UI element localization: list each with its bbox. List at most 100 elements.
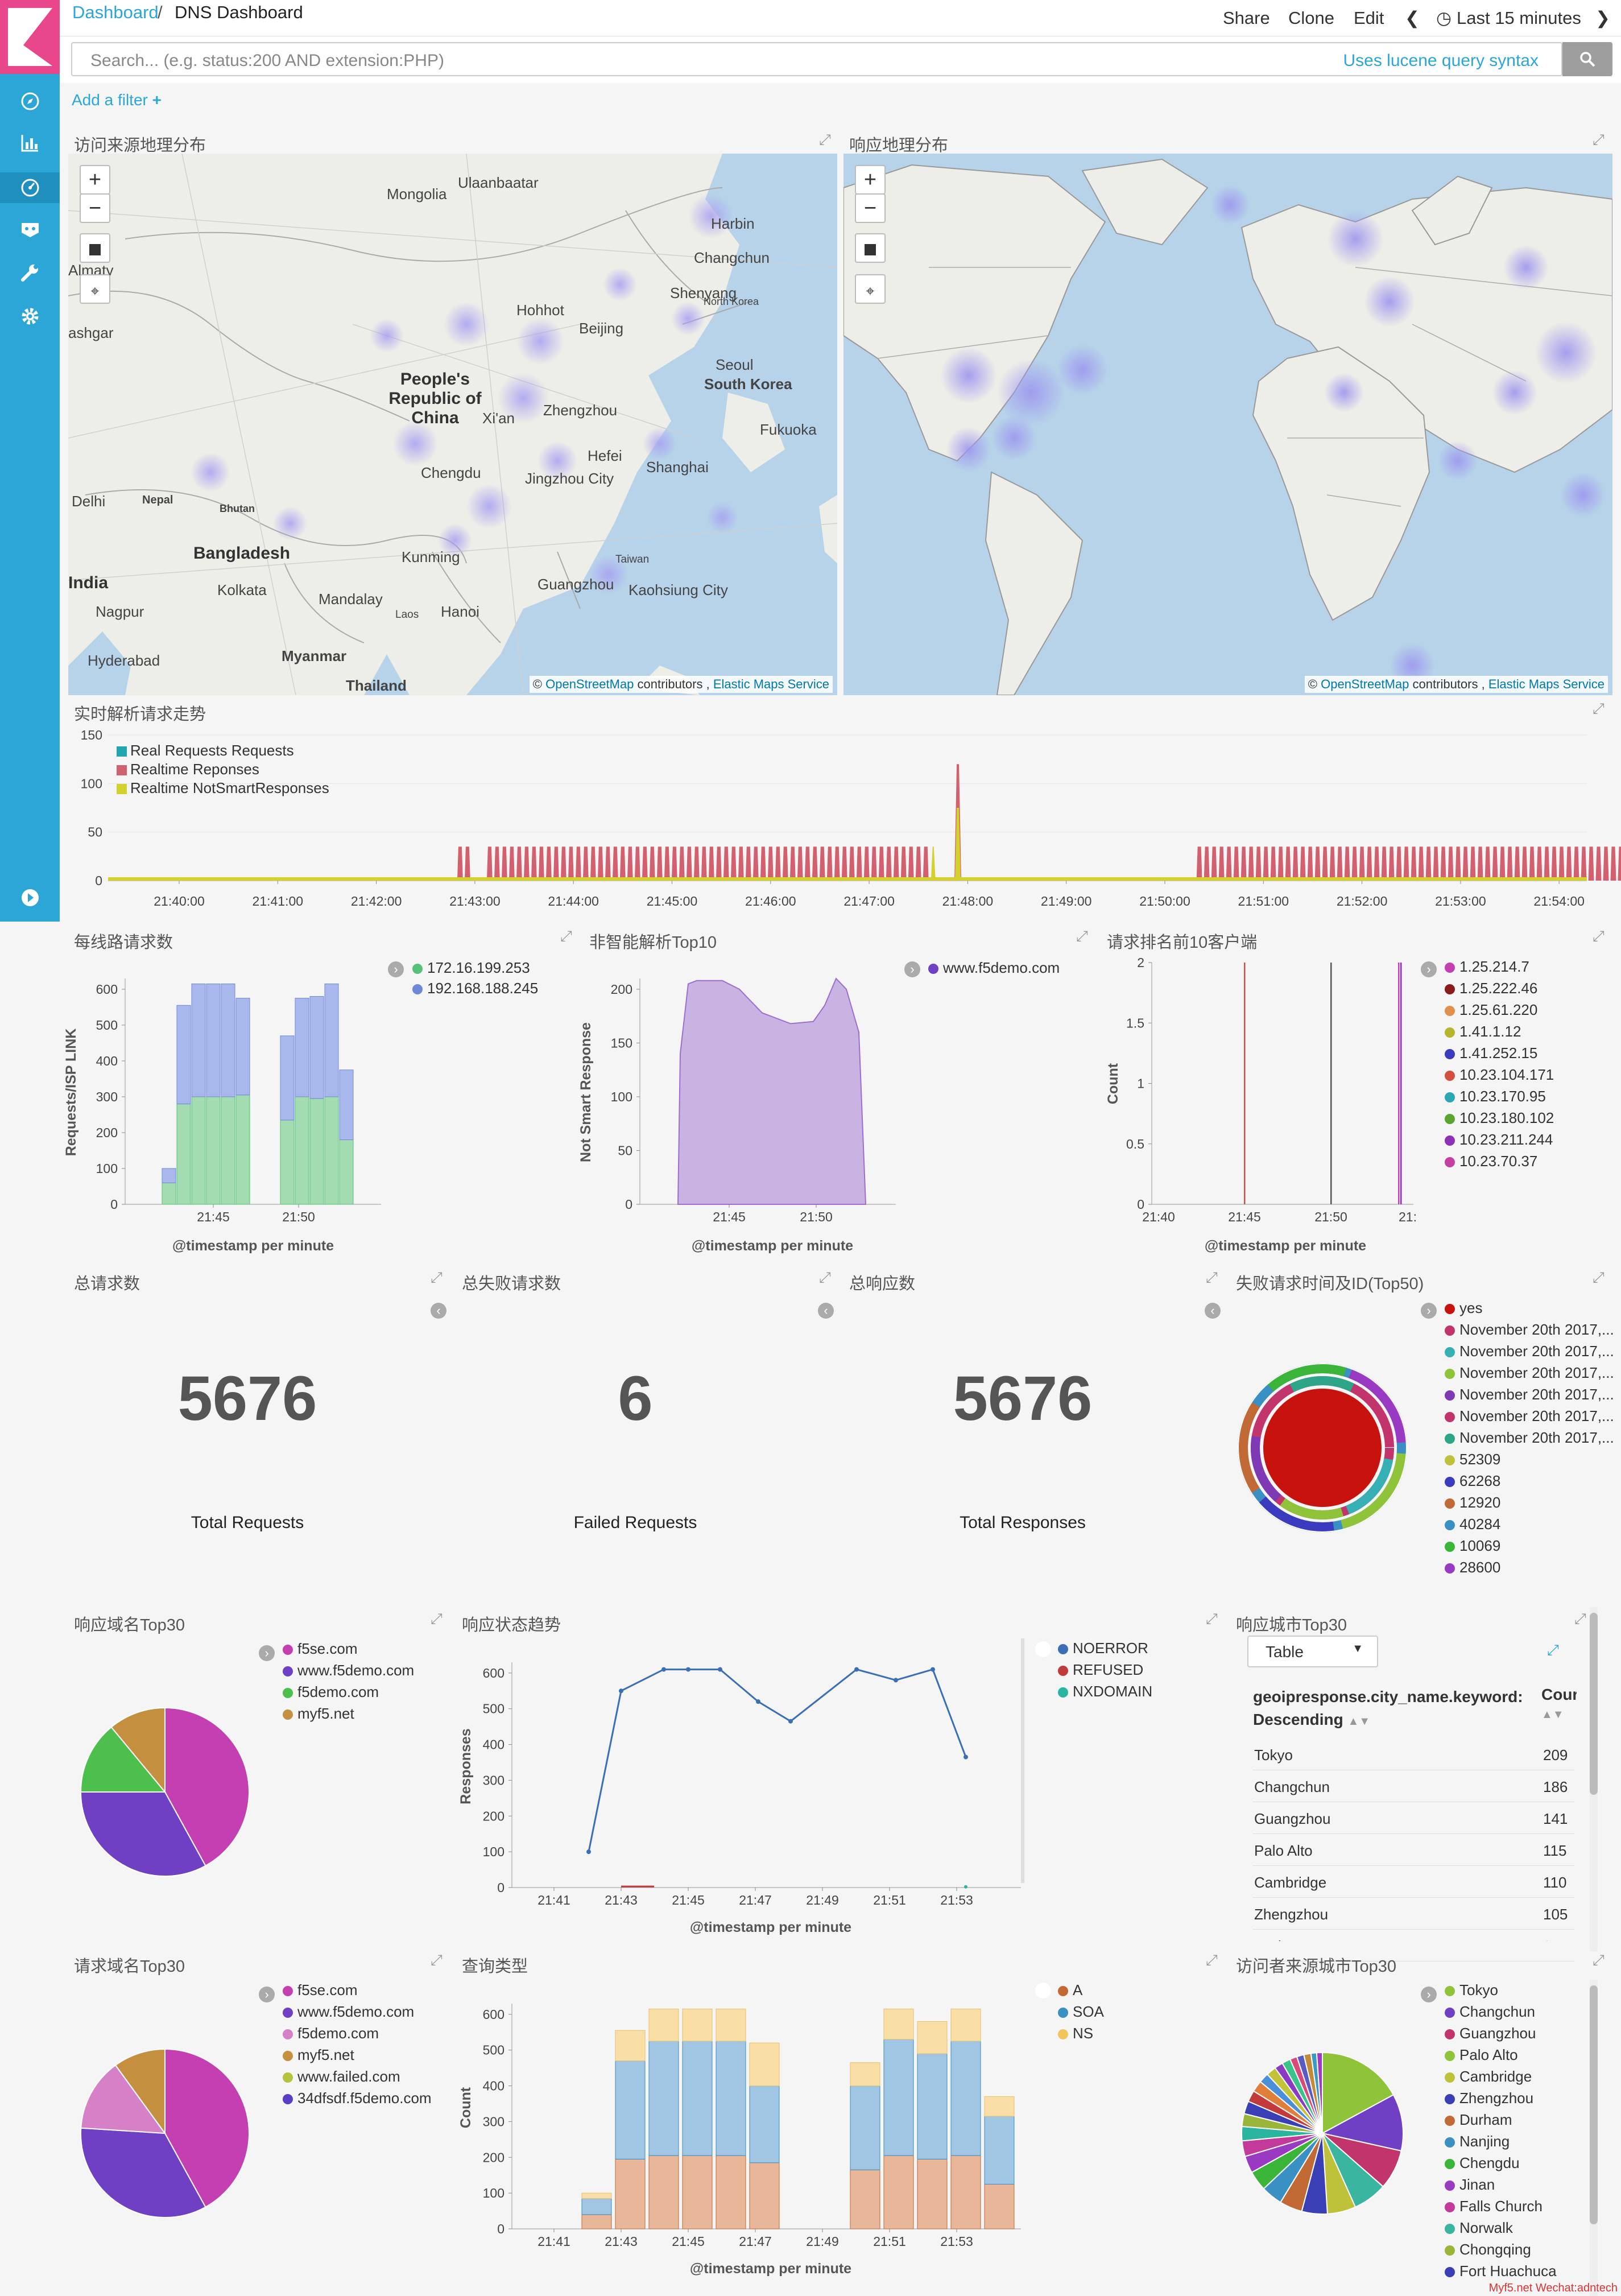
legend-item[interactable]: Real Requests Requests xyxy=(117,742,294,759)
legend-item[interactable]: 10.23.104.171 xyxy=(1445,1066,1554,1084)
expand-icon[interactable]: ⤢ xyxy=(431,1951,443,1968)
legend-toggle-icon[interactable]: ‹ xyxy=(1205,1303,1221,1319)
time-back-icon[interactable]: ❮ xyxy=(1405,8,1420,28)
status-chart[interactable]: 600 500 400 300 200 100 0 Responses @timestamp p… xyxy=(458,1638,1027,1946)
legend-item[interactable]: 192.168.188.245 xyxy=(412,980,538,997)
legend-item[interactable]: November 20th 2017,... xyxy=(1445,1364,1614,1382)
legend-item[interactable]: www.f5demo.com xyxy=(283,1662,414,1679)
osm-link[interactable]: OpenStreetMap xyxy=(545,677,634,691)
legend-toggle-icon[interactable]: › xyxy=(904,961,920,977)
nonsmart-chart[interactable]: 200 150 100 50 0 Not Smart Response @timestamp… xyxy=(574,956,899,1263)
expand-icon[interactable]: ⤢ xyxy=(1593,131,1605,148)
legend-item[interactable]: Cambridge xyxy=(1445,2068,1532,2086)
legend-item[interactable]: f5se.com xyxy=(283,1640,358,1658)
legend-item[interactable]: REFUSED xyxy=(1058,1661,1143,1679)
visualize-icon[interactable] xyxy=(17,130,43,156)
legend-item[interactable]: NXDOMAIN xyxy=(1058,1683,1152,1700)
management-gear-icon[interactable] xyxy=(17,303,43,329)
zoom-in-button[interactable]: + xyxy=(80,165,110,195)
search-button[interactable] xyxy=(1562,42,1612,76)
zoom-in-button[interactable]: + xyxy=(855,165,886,195)
table-scrollbar[interactable] xyxy=(1590,1607,1598,1951)
legend-item[interactable]: 28600 xyxy=(1445,1559,1500,1576)
table-mode-select[interactable]: Table ▼ xyxy=(1247,1636,1378,1667)
legend-item[interactable]: November 20th 2017,... xyxy=(1445,1429,1614,1447)
legend-item[interactable]: A xyxy=(1058,1981,1082,1999)
expand-icon[interactable]: ⤢ xyxy=(1547,1641,1559,1658)
expand-icon[interactable]: ⤢ xyxy=(1593,1269,1605,1286)
time-forward-icon[interactable]: ❯ xyxy=(1595,8,1610,28)
legend-item[interactable]: f5demo.com xyxy=(283,1683,379,1701)
response-domain-pie[interactable] xyxy=(74,1701,256,1883)
legend-item[interactable]: Guangzhou xyxy=(1445,2025,1536,2042)
legend-item[interactable]: yes xyxy=(1445,1299,1482,1317)
legend-item[interactable]: November 20th 2017,... xyxy=(1445,1407,1614,1425)
legend-item[interactable]: 12920 xyxy=(1445,1494,1500,1512)
legend-item[interactable]: 1.41.1.12 xyxy=(1445,1023,1521,1040)
ems-link[interactable]: Elastic Maps Service xyxy=(1488,677,1605,691)
legend-item[interactable]: 1.25.214.7 xyxy=(1445,958,1529,976)
legend-item[interactable]: November 20th 2017,... xyxy=(1445,1321,1614,1339)
expand-icon[interactable]: ⤢ xyxy=(1206,1610,1218,1627)
legend-toggle-icon[interactable]: ‹ xyxy=(818,1303,834,1319)
legend-toggle-icon[interactable]: › xyxy=(259,1645,275,1661)
legend-toggle-icon[interactable] xyxy=(1035,1641,1051,1657)
legend-item[interactable]: Realtime NotSmartResponses xyxy=(117,779,329,797)
legend-item[interactable]: SOA xyxy=(1058,2003,1104,2021)
scrollbar[interactable] xyxy=(1021,1638,1024,1883)
visitor-city-pie[interactable] xyxy=(1240,2042,1422,2224)
legend-item[interactable]: November 20th 2017,... xyxy=(1445,1386,1614,1403)
expand-icon[interactable]: ⤢ xyxy=(1206,1269,1218,1286)
top-clients-chart[interactable]: 2 1.5 1 0.5 0 Count @timestamp per minute 21:40… xyxy=(1092,956,1416,1263)
share-button[interactable]: Share xyxy=(1223,8,1270,28)
zoom-out-button[interactable]: − xyxy=(80,193,110,223)
add-filter-button[interactable]: Add a filter + xyxy=(72,91,162,109)
clone-button[interactable]: Clone xyxy=(1288,8,1334,28)
expand-icon[interactable]: ⤢ xyxy=(819,1269,831,1286)
legend-item[interactable]: Palo Alto xyxy=(1445,2046,1518,2064)
draw-rectangle-button[interactable] xyxy=(80,233,110,263)
expand-icon[interactable]: ⤢ xyxy=(1574,1610,1586,1627)
legend-item[interactable]: Chongqing xyxy=(1445,2241,1531,2258)
legend-item[interactable]: 52309 xyxy=(1445,1451,1500,1468)
legend-item[interactable]: Durham xyxy=(1445,2111,1512,2129)
expand-icon[interactable]: ⤢ xyxy=(1593,700,1605,717)
legend-toggle-icon[interactable]: ‹ xyxy=(431,1303,446,1319)
breadcrumb-dashboard[interactable]: Dashboard xyxy=(72,2,159,22)
trend-chart[interactable]: 150 100 50 0 21:40:00 21:41:00 21:42:00 21:43:… xyxy=(60,722,1621,919)
search-input[interactable]: Search... (e.g. status:200 AND extension… xyxy=(71,42,1562,76)
legend-item[interactable]: www.f5demo.com xyxy=(928,959,1060,977)
legend-item[interactable]: 10069 xyxy=(1445,1537,1500,1555)
table-column-header-city[interactable]: geoipresponse.city_name.keyword: Descend… xyxy=(1253,1688,1523,1728)
legend-item[interactable]: November 20th 2017,... xyxy=(1445,1343,1614,1360)
isp-chart[interactable]: 600 500 400 300 200 100 0 Requests/ISP LINK @tim… xyxy=(60,956,384,1263)
fit-bounds-button[interactable]: ⌖ xyxy=(855,274,886,304)
collapse-sidebar-icon[interactable] xyxy=(17,885,43,911)
legend-toggle-icon[interactable]: › xyxy=(1421,1987,1437,2002)
lucene-syntax-link[interactable]: Uses lucene query syntax xyxy=(1343,51,1539,70)
osm-link[interactable]: OpenStreetMap xyxy=(1321,677,1409,691)
timelion-icon[interactable] xyxy=(17,217,43,243)
discover-icon[interactable] xyxy=(17,88,43,114)
fit-bounds-button[interactable]: ⌖ xyxy=(80,274,110,304)
query-type-chart[interactable]: 600 500 400 300 200 100 0 Count @timestamp per m… xyxy=(458,1980,1027,2287)
legend-toggle-icon[interactable]: › xyxy=(1421,961,1437,977)
ems-link[interactable]: Elastic Maps Service xyxy=(713,677,829,691)
legend-scrollbar[interactable] xyxy=(1590,1980,1598,2296)
legend-item[interactable]: 172.16.199.253 xyxy=(412,959,530,977)
source-geo-map[interactable]: Mongolia Ulaanbaatar Harbin Changchun Sh… xyxy=(68,154,837,695)
expand-icon[interactable]: ⤢ xyxy=(1593,927,1605,944)
legend-item[interactable]: 40284 xyxy=(1445,1515,1500,1533)
legend-item[interactable]: 10.23.70.37 xyxy=(1445,1153,1537,1170)
legend-item[interactable]: 1.25.61.220 xyxy=(1445,1001,1537,1019)
legend-item[interactable]: Chengdu xyxy=(1445,2154,1520,2172)
legend-item[interactable]: f5se.com xyxy=(283,1981,358,1999)
legend-item[interactable]: NOERROR xyxy=(1058,1640,1148,1657)
legend-item[interactable]: Norwalk xyxy=(1445,2219,1513,2237)
fail-time-donut[interactable] xyxy=(1234,1360,1411,1536)
expand-icon[interactable]: ⤢ xyxy=(431,1269,443,1286)
time-picker-button[interactable]: Last 15 minutes xyxy=(1457,8,1581,28)
legend-toggle-icon[interactable]: › xyxy=(259,1987,275,2002)
legend-item[interactable]: 10.23.170.95 xyxy=(1445,1088,1546,1105)
legend-item[interactable]: 10.23.180.102 xyxy=(1445,1109,1554,1127)
